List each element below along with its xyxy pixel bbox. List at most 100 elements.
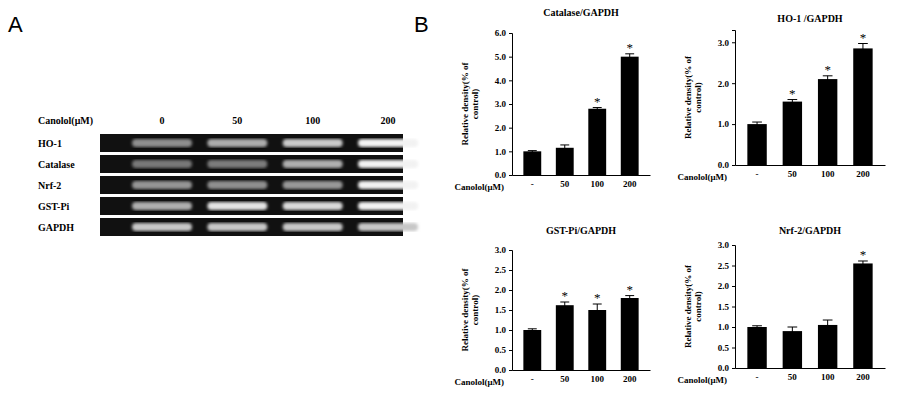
plot-marks [747, 44, 872, 166]
y-tick: 3.0 [718, 38, 735, 48]
x-tick-label: 100 [821, 169, 835, 179]
y-axis-title-line: Relative density(% of [683, 55, 693, 139]
x-axis-line [513, 370, 651, 371]
y-tick-mark [509, 250, 512, 251]
y-tick-mark [732, 165, 735, 166]
y-tick-mark [732, 307, 735, 308]
x-tick-label: - [531, 374, 534, 384]
y-tick: 2.0 [718, 281, 735, 291]
y-tick: 6.0 [495, 28, 512, 38]
annotation: * [562, 288, 569, 303]
bar [747, 124, 766, 165]
y-axis-title-line: Relative density(% of [460, 268, 470, 352]
y-tick-mark [509, 104, 512, 105]
gel-band [283, 160, 343, 168]
y-tick-mark [732, 42, 735, 43]
y-axis-line [509, 34, 513, 176]
panel-label: B [414, 12, 429, 37]
chart-title: Catalase/GAPDH [543, 7, 619, 18]
y-tick-mark [509, 128, 512, 129]
y-axis-title-line: control) [693, 291, 703, 321]
y-tick-mark [509, 151, 512, 152]
y-tick-label: 1.0 [718, 322, 730, 332]
lane-label: 0 [160, 115, 165, 126]
gel-band [283, 202, 343, 210]
y-tick-label: 0.0 [718, 363, 730, 373]
bar [818, 79, 837, 165]
y-tick-label: 3.0 [718, 240, 730, 250]
gel-strip [100, 197, 403, 215]
y-tick: 3.0 [495, 99, 512, 109]
error-line [564, 145, 565, 151]
y-tick-mark [732, 83, 735, 84]
y-tick-mark [509, 270, 512, 271]
bar [556, 305, 574, 370]
error-line [757, 122, 758, 126]
x-tick-label: 100 [821, 372, 835, 382]
y-tick: 0.0 [718, 160, 735, 170]
x-axis-line [736, 368, 886, 369]
x-axis: -50100200 [513, 175, 651, 189]
y-tick-label: 0.0 [495, 170, 507, 180]
error-cap [788, 327, 798, 328]
gel-band [283, 181, 343, 189]
x-tick: 50 [560, 370, 570, 384]
y-tick-mark [509, 33, 512, 34]
error-cap [528, 328, 537, 329]
gel-label: Canolol(μM) [38, 115, 93, 127]
y-tick-mark [732, 348, 735, 349]
y-tick-label: 3.0 [718, 38, 730, 48]
y-tick-label: 2.5 [718, 261, 730, 271]
x-tick: - [531, 370, 534, 384]
x-axis-title: Canolol(μM) [677, 172, 727, 182]
x-tick: 50 [788, 165, 798, 179]
gel-band [132, 181, 192, 189]
lane-label: 50 [232, 115, 242, 126]
y-tick-mark [509, 175, 512, 176]
row-label: Nrf-2 [38, 180, 61, 191]
y-tick-label: 1.0 [495, 325, 507, 335]
x-tick-label: 50 [788, 372, 798, 382]
y-tick-label: 6.0 [495, 28, 507, 38]
gel: Canolol(μM)050100200HO-1CatalaseNrf-2GST… [38, 115, 418, 236]
y-tick: 5.0 [495, 52, 512, 62]
bar [853, 48, 872, 165]
x-tick: 200 [856, 368, 870, 382]
y-tick-mark [509, 57, 512, 58]
bar [783, 102, 802, 165]
gel-band [283, 139, 343, 147]
bar-chart: Catalase/GAPDH0.01.02.03.04.05.06.0-5010… [454, 7, 650, 192]
lane-label: 200 [381, 115, 396, 126]
y-tick-label: 1.5 [718, 302, 730, 312]
y-tick: 2.0 [718, 79, 735, 89]
x-axis: - 50 100 200 [736, 368, 886, 382]
x-tick-label: - [756, 372, 759, 382]
gel-band [358, 139, 418, 147]
y-axis-title-line: control) [470, 89, 480, 119]
gel-band [132, 139, 192, 147]
x-tick-label: 200 [856, 372, 870, 382]
gel-strip [100, 134, 403, 152]
x-tick-label: 50 [788, 169, 798, 179]
y-axis: 0.00.51.01.52.02.53.0 [718, 240, 736, 373]
y-tick-mark [732, 368, 735, 369]
gel-band [207, 160, 267, 168]
bar [588, 310, 606, 370]
x-axis-title: Canolol(μM) [454, 182, 504, 192]
y-axis-title: Relative density(% ofcontrol) [683, 264, 703, 348]
bar [523, 330, 541, 370]
y-tick-label: 2.0 [718, 281, 730, 291]
y-tick-label: 1.5 [495, 305, 507, 315]
error-bar [593, 304, 602, 316]
y-tick-mark [732, 286, 735, 287]
error-cap [560, 144, 569, 145]
y-axis-title-line: Relative density(% of [460, 62, 470, 146]
x-axis-line [736, 165, 886, 166]
y-tick-mark [509, 330, 512, 331]
y-tick: 2.5 [718, 261, 735, 271]
gel-band [207, 223, 267, 231]
y-tick: 4.0 [495, 76, 512, 86]
x-tick: 200 [623, 175, 637, 189]
x-tick-label: 200 [623, 179, 637, 189]
error-line [827, 320, 828, 330]
